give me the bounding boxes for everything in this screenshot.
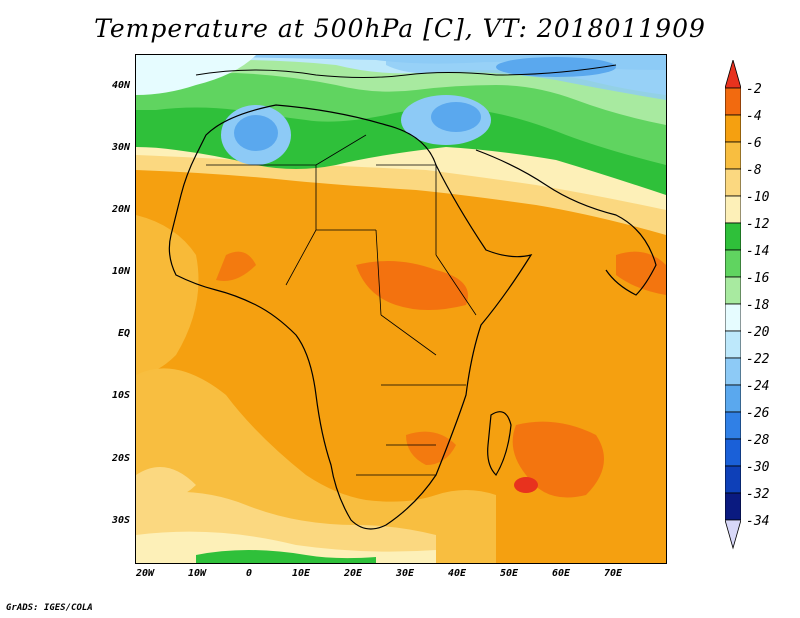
europe-coast: [195, 64, 617, 78]
lon-label: 40E: [447, 568, 467, 579]
madagascar-outline: [487, 411, 512, 476]
hot-core: [514, 477, 538, 493]
colorbar-label: -26: [746, 406, 770, 421]
credit-text: GrADS: IGES/COLA: [6, 603, 93, 613]
temperature-map: [135, 54, 667, 564]
colorbar-segment: [725, 168, 741, 197]
colorbar-segment: [725, 411, 741, 440]
map-title: Temperature at 500hPa [C], VT: 201801190…: [94, 14, 706, 43]
colorbar-segment: [725, 87, 741, 116]
lon-label: 10E: [291, 568, 311, 579]
colorbar-label: -20: [746, 325, 770, 340]
sw-yellow-patch: [136, 467, 196, 505]
lon-label: 70E: [603, 568, 623, 579]
colorbar-segment: [725, 384, 741, 413]
colorbar-segment: [725, 438, 741, 467]
colorbar-segment: [725, 114, 741, 143]
colorbar-label: -16: [746, 271, 770, 286]
lon-label: 20E: [343, 568, 363, 579]
colorbar-segment: [725, 249, 741, 278]
lon-label: 20W: [135, 568, 155, 579]
cold-low-turkey-inner: [431, 102, 481, 132]
lat-label: 10N: [111, 266, 130, 277]
colorbar-label: -2: [746, 82, 762, 97]
warm-patch-west-africa: [216, 251, 256, 281]
colorbar-label: -14: [746, 244, 770, 259]
colorbar-segment: [725, 465, 741, 494]
country-borders: [206, 134, 477, 476]
colorbar-label: -24: [746, 379, 770, 394]
arabia-india-outline: [475, 149, 657, 296]
lon-label: 50E: [499, 568, 519, 579]
colorbar-segment: [725, 141, 741, 170]
colorbar-segments: [725, 60, 741, 550]
colorbar-bottom-triangle: [725, 519, 741, 550]
lat-label: 20S: [111, 453, 130, 464]
colorbar-label: -34: [746, 514, 770, 529]
lat-label: 10S: [111, 390, 130, 401]
north-cold-core: [496, 57, 616, 77]
colorbar-label: -8: [746, 163, 762, 178]
warm-patch-central: [356, 261, 468, 310]
lon-label: 0: [245, 568, 253, 579]
lat-label: 30N: [111, 142, 130, 153]
cold-low-morocco-inner: [234, 115, 278, 151]
lat-label: 40N: [111, 80, 130, 91]
colorbar-segment: [725, 357, 741, 386]
warm-patch-india: [616, 251, 666, 295]
colorbar-label: -10: [746, 190, 770, 205]
temperature-field: [136, 55, 666, 563]
lat-label: 30S: [111, 515, 130, 526]
west-ocean-light: [136, 215, 199, 375]
colorbar-label: -4: [746, 109, 762, 124]
colorbar-label: -28: [746, 433, 770, 448]
colorbar-label: -30: [746, 460, 770, 475]
lat-label: EQ: [117, 328, 130, 339]
colorbar-label: -6: [746, 136, 762, 151]
colorbar: [725, 60, 741, 550]
colorbar-label: -18: [746, 298, 770, 313]
lat-label: 20N: [111, 204, 130, 215]
colorbar-label: -12: [746, 217, 770, 232]
colorbar-segment: [725, 303, 741, 332]
colorbar-segment: [725, 195, 741, 224]
colorbar-segment: [725, 492, 741, 521]
southern-green-patch: [196, 550, 376, 563]
lon-label: 30E: [395, 568, 415, 579]
colorbar-top-triangle: [725, 60, 741, 89]
warm-patch-madagascar-east: [512, 421, 604, 498]
lon-label: 60E: [551, 568, 571, 579]
colorbar-label: -22: [746, 352, 770, 367]
colorbar-segment: [725, 330, 741, 359]
colorbar-segment: [725, 222, 741, 251]
colorbar-segment: [725, 276, 741, 305]
lon-label: 10W: [187, 568, 207, 579]
colorbar-label: -32: [746, 487, 770, 502]
